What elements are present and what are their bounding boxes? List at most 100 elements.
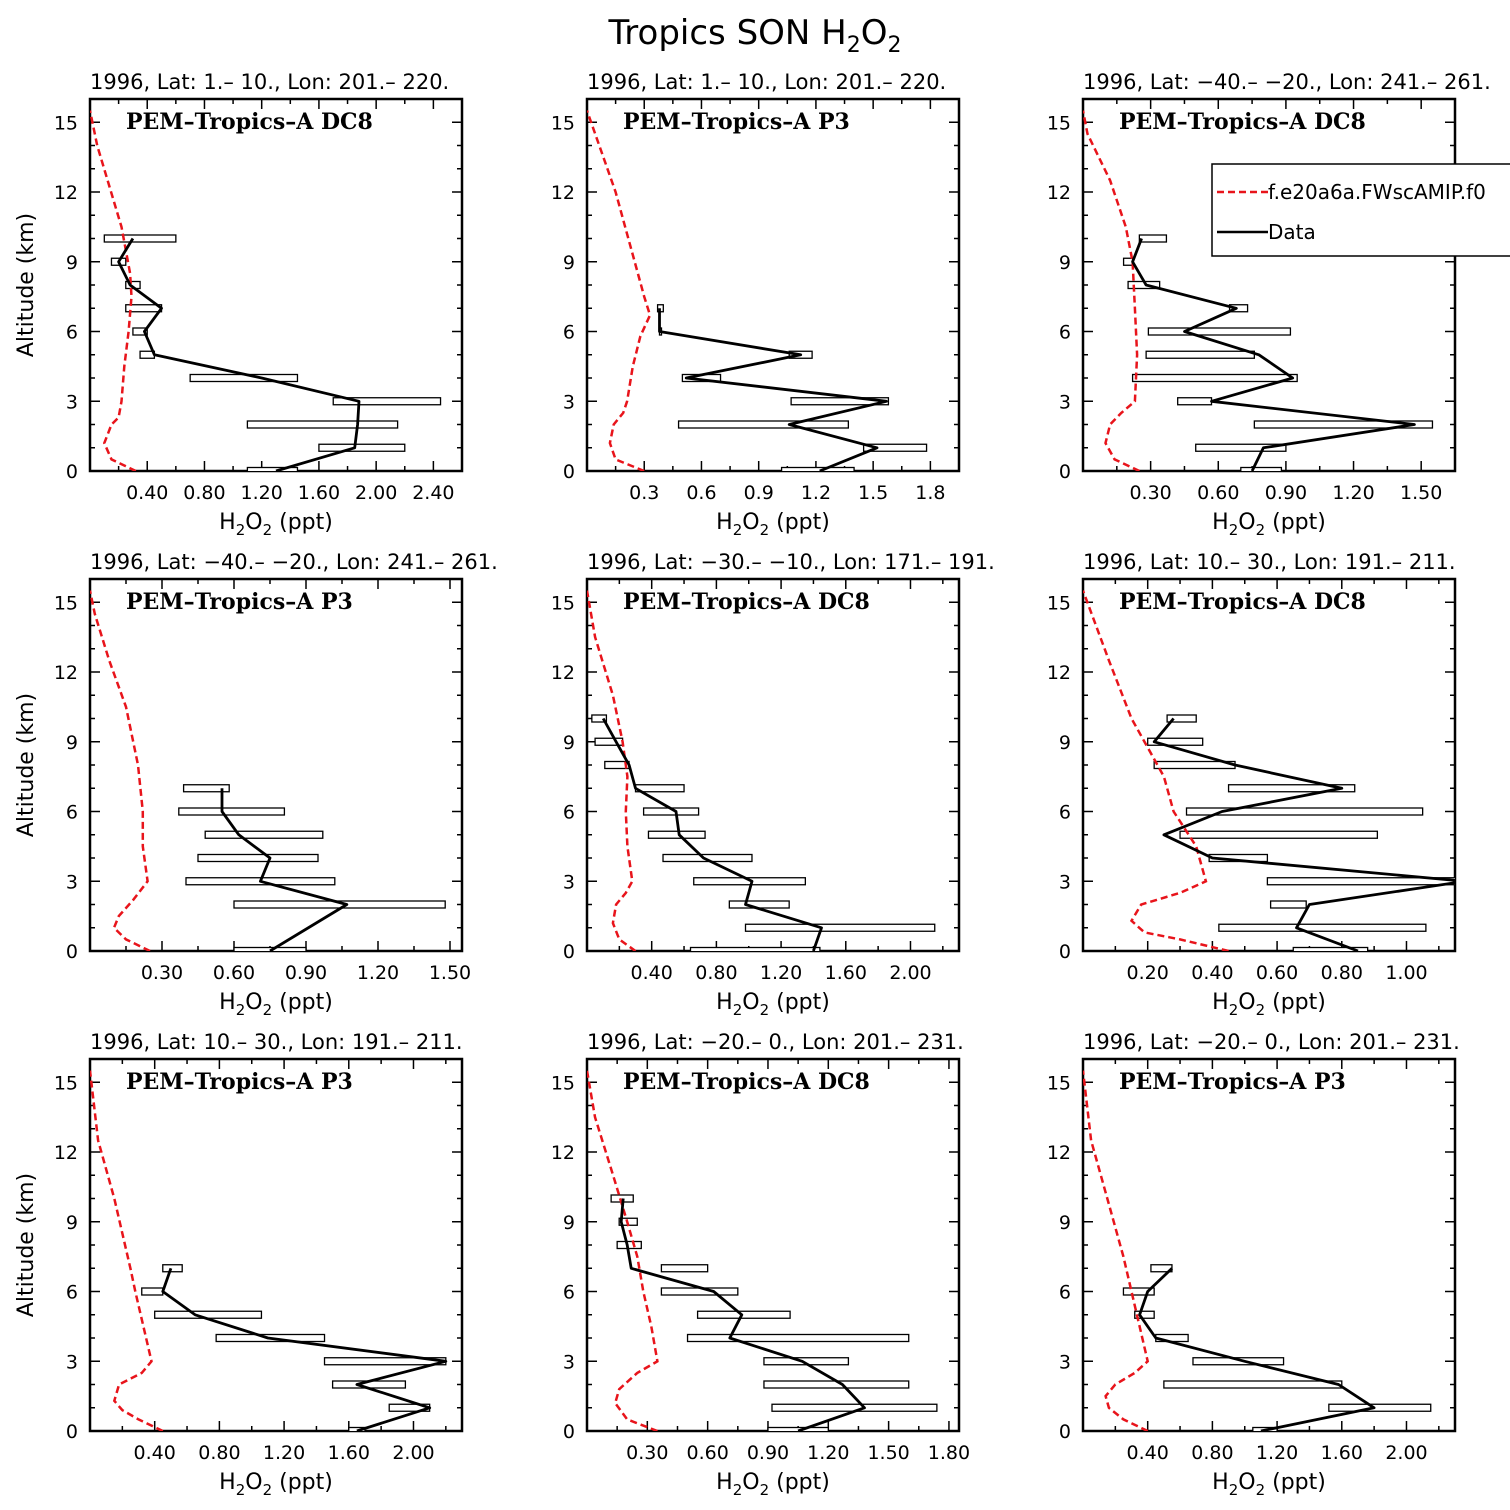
data-range-box (1240, 466, 1283, 471)
x-tick-label: 0.40 (1127, 1442, 1169, 1464)
x-tick-label: 0.30 (1129, 482, 1171, 504)
model-line (90, 590, 151, 951)
x-tick-label: 1.20 (807, 1442, 849, 1464)
x-tick-label: 2.00 (355, 482, 397, 504)
x-tick-label: 1.60 (825, 962, 867, 984)
y-tick-label: 3 (563, 391, 575, 413)
data-range-box (1185, 807, 1424, 816)
data-range-box (197, 853, 319, 863)
y-tick-label: 3 (1059, 391, 1071, 413)
panel-subtitle: 1996, Lat: −40.– −20., Lon: 241.– 261. (1083, 70, 1491, 94)
y-tick-label: 0 (66, 1421, 78, 1443)
data-range-box (154, 1310, 263, 1319)
data-range-box (662, 853, 753, 863)
model-line (90, 1070, 164, 1431)
data-range-box (634, 784, 685, 793)
data-line (1138, 1267, 1376, 1431)
x-axis-label: H2O2 (ppt) (1212, 990, 1326, 1019)
data-range-box (1292, 946, 1369, 951)
x-axis-label: H2O2 (ppt) (1212, 1470, 1326, 1499)
x-tick-label: 2.00 (1385, 1442, 1427, 1464)
data-range-box (178, 807, 286, 816)
plot-frame (88, 97, 464, 473)
panel-subtitle: 1996, Lat: −30.– −10., Lon: 171.– 191. (587, 550, 995, 574)
y-tick-label: 15 (54, 112, 78, 134)
plot-frame (585, 577, 961, 953)
y-tick-label: 6 (563, 322, 575, 344)
y-tick-label: 6 (66, 1282, 78, 1304)
y-tick-label: 9 (563, 732, 575, 754)
x-tick-label: 1.20 (357, 962, 399, 984)
y-tick-label: 9 (1059, 252, 1071, 274)
y-tick-label: 3 (66, 1351, 78, 1373)
x-tick-label: 0.60 (686, 1442, 728, 1464)
data-range-box (660, 1264, 709, 1273)
y-tick-label: 15 (54, 592, 78, 614)
data-range-box (862, 443, 928, 452)
x-tick-label: 1.20 (1332, 482, 1374, 504)
campaign-label: PEM–Tropics–A DC8 (623, 589, 870, 615)
x-tick-label: 2.40 (412, 482, 454, 504)
x-tick-label: 0.80 (183, 482, 225, 504)
model-line (587, 110, 652, 471)
data-range-box (1147, 327, 1292, 336)
y-axis-label: Altitude (km) (14, 213, 39, 357)
y-tick-label: 12 (1047, 182, 1071, 204)
panel-subtitle: 1996, Lat: −20.– 0., Lon: 201.– 231. (587, 1030, 964, 1054)
model-line (1083, 590, 1229, 951)
panel-subtitle: 1996, Lat: −40.– −20., Lon: 241.– 261. (90, 550, 498, 574)
x-axis-label: H2O2 (ppt) (716, 990, 830, 1019)
data-range-box (696, 1310, 791, 1319)
data-line (1152, 717, 1455, 951)
y-tick-label: 9 (1059, 1212, 1071, 1234)
x-tick-label: 0.60 (1256, 962, 1298, 984)
campaign-label: PEM–Tropics–A DC8 (1119, 109, 1366, 135)
x-tick-label: 1.00 (1385, 962, 1427, 984)
y-axis-label: Altitude (km) (14, 693, 39, 837)
y-tick-label: 12 (1047, 662, 1071, 684)
y-axis-label: Altitude (km) (14, 1173, 39, 1317)
panel-6: 0 3 6 9 12 15 0.20 0.40 0.60 0.80 1.00 H2O2 (ppt) 19… (1047, 550, 1457, 1019)
data-range-box (728, 900, 790, 909)
data-line (619, 1198, 866, 1431)
y-tick-label: 12 (54, 182, 78, 204)
campaign-label: PEM–Tropics–A P3 (126, 1069, 353, 1095)
data-range-box (1163, 1380, 1343, 1389)
y-tick-label: 15 (1047, 1072, 1071, 1094)
plot-frame (1081, 577, 1457, 953)
data-range-box (162, 1264, 183, 1273)
data-range-box (182, 784, 230, 793)
x-tick-label: 2.00 (889, 962, 931, 984)
data-range-box (1266, 877, 1455, 886)
campaign-label: PEM–Tropics–A P3 (126, 589, 353, 615)
data-range-box (780, 466, 855, 471)
y-tick-label: 15 (1047, 592, 1071, 614)
data-range-box (744, 923, 936, 932)
data-range-box (616, 1240, 642, 1250)
x-tick-label: 1.5 (858, 482, 888, 504)
data-range-box (1269, 900, 1307, 909)
x-axis-label: H2O2 (ppt) (219, 990, 333, 1019)
data-range-box (1131, 373, 1298, 383)
y-tick-label: 12 (551, 662, 575, 684)
x-tick-label: 0.80 (198, 1442, 240, 1464)
y-tick-label: 9 (66, 252, 78, 274)
y-tick-label: 12 (54, 662, 78, 684)
data-range-box (1218, 923, 1427, 932)
x-tick-label: 0.60 (213, 962, 255, 984)
x-tick-label: 1.2 (801, 482, 831, 504)
data-range-box (677, 420, 850, 429)
x-axis-label: H2O2 (ppt) (716, 510, 830, 539)
y-tick-label: 6 (563, 802, 575, 824)
panel-9: 0 3 6 9 12 15 0.40 0.80 1.20 1.60 2.00 H2O2 (ppt) 19… (1047, 1030, 1460, 1499)
y-tick-label: 0 (66, 941, 78, 963)
x-axis-label: H2O2 (ppt) (219, 510, 333, 539)
data-range-box (1195, 443, 1287, 452)
data-range-box (1147, 737, 1204, 746)
y-tick-label: 6 (66, 322, 78, 344)
plot-frame (88, 577, 464, 953)
x-tick-label: 2.00 (392, 1442, 434, 1464)
data-range-box (1227, 784, 1356, 793)
model-line (90, 110, 137, 471)
